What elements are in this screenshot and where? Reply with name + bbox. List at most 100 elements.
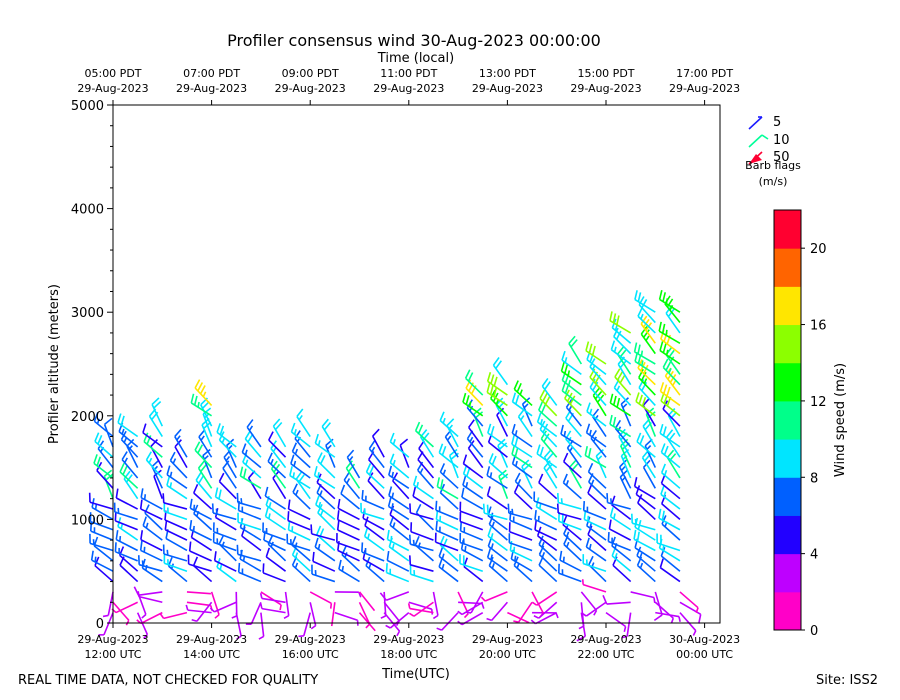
wind-barb [534, 520, 558, 541]
wind-barb [174, 428, 188, 458]
barb-half-flag [465, 482, 469, 488]
barb-shaft [103, 424, 114, 448]
wind-barb [536, 412, 558, 438]
barb-flag [543, 433, 550, 443]
barb-flag [639, 435, 645, 445]
colorbar-tick-label: 4 [810, 548, 818, 563]
barb-shaft [263, 539, 286, 552]
barb-shaft [607, 501, 631, 510]
barb-flag [439, 411, 445, 421]
barb-flag [440, 479, 444, 489]
wind-barb [213, 551, 237, 572]
barb-flag [640, 371, 647, 381]
wind-barb [659, 423, 681, 448]
barb-flag [620, 438, 629, 447]
barb-half-flag [329, 603, 333, 609]
barb-shaft [662, 366, 681, 386]
barb-shaft [488, 441, 508, 458]
wind-barb [654, 601, 675, 624]
barb-shaft [383, 591, 387, 616]
barb-flag [658, 321, 662, 332]
wind-barb [631, 513, 656, 531]
barb-shaft [336, 541, 360, 552]
barb-shaft [288, 508, 311, 521]
barb-shaft [291, 450, 311, 469]
barb-shaft [268, 439, 287, 458]
wind-barb [89, 521, 114, 541]
wind-barb [187, 554, 212, 572]
barb-half-flag [669, 305, 674, 311]
wind-barb [143, 432, 163, 458]
barb-half-flag [616, 385, 621, 392]
barb-flag [665, 361, 672, 371]
barb-flag [545, 463, 553, 472]
legend-barb [748, 116, 763, 130]
wind-barb [409, 555, 434, 572]
barb-shaft [264, 495, 286, 510]
barb-shaft [468, 426, 484, 448]
barb-shaft [136, 612, 149, 635]
barb-flag [589, 378, 596, 388]
barb-shaft [340, 493, 361, 510]
barb-flag [616, 371, 624, 381]
barb-shaft [660, 482, 681, 500]
barb-flag [487, 526, 492, 537]
barb-half-flag [465, 611, 472, 614]
wind-barb [94, 556, 114, 583]
barb-shaft [487, 494, 508, 510]
top-tick-date: 29-Aug-2023 [669, 82, 740, 95]
wind-barb [457, 591, 469, 619]
barb-shaft [587, 533, 607, 552]
barb-flag [493, 387, 498, 397]
wind-barb [584, 446, 607, 469]
wind-barb [536, 444, 558, 469]
wind-barb [379, 591, 410, 601]
wind-barb [541, 377, 558, 406]
barb-half-flag [94, 556, 97, 563]
colorbar-segment [774, 286, 801, 326]
barb-shaft [389, 524, 410, 541]
barb-shaft [312, 560, 336, 572]
wind-barb [386, 529, 410, 552]
barb-flag [562, 473, 568, 484]
wind-barb [264, 486, 286, 510]
wind-barb [334, 611, 359, 626]
barb-shaft [661, 523, 681, 541]
wind-barb [458, 601, 485, 609]
barb-half-flag [390, 535, 393, 542]
barb-flag [166, 465, 171, 475]
barb-flag [340, 484, 346, 495]
wind-barb [511, 392, 533, 417]
barb-flag [499, 473, 509, 481]
barb-flag [364, 516, 369, 526]
y-tick-label: 5000 [71, 99, 104, 114]
bottom-tick-date: 29-Aug-2023 [176, 633, 247, 646]
top-tick-date: 29-Aug-2023 [373, 82, 444, 95]
wind-barb [633, 342, 656, 365]
colorbar-segment [774, 210, 801, 249]
wind-barb [486, 601, 509, 622]
barb-half-flag [365, 623, 371, 629]
barb-flag [488, 453, 494, 463]
barb-half-flag [520, 415, 525, 421]
barb-half-flag [622, 403, 628, 409]
wind-barb [488, 556, 508, 583]
wind-barb [239, 466, 262, 490]
barb-half-flag [589, 522, 593, 529]
wind-barb [560, 361, 582, 386]
legend-label: 50 [773, 150, 790, 165]
wind-barb [317, 452, 336, 479]
barb-flag [464, 369, 471, 379]
barb-shaft [265, 556, 287, 572]
barb-half-flag [597, 455, 603, 461]
barb-shaft [509, 542, 533, 552]
barb-half-flag [392, 522, 396, 528]
bottom-tick-date: 29-Aug-2023 [472, 633, 543, 646]
barb-flag [121, 451, 128, 461]
wind-barb [159, 611, 188, 620]
barb-flag [536, 444, 541, 454]
barb-half-flag [169, 471, 173, 478]
barb-flag [473, 407, 482, 415]
barb-flag [291, 536, 297, 546]
barb-shaft [534, 529, 558, 541]
